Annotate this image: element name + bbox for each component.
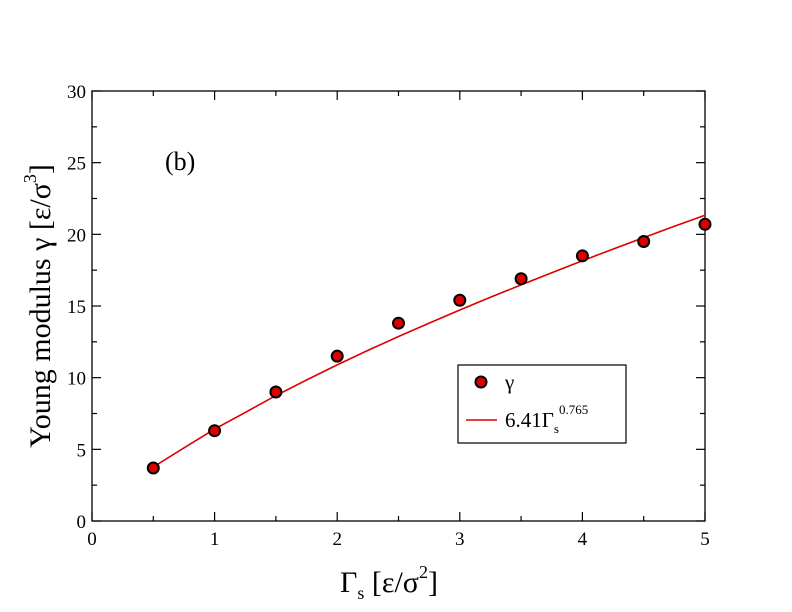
legend-fit-sup: 0.765 — [559, 402, 588, 417]
x-title-sup: 2 — [419, 562, 428, 582]
x-tick-label: 0 — [87, 529, 97, 550]
axis-ticks — [91, 90, 706, 522]
axis-tick-labels: 0 1 2 3 4 5 0 5 10 15 20 25 30 — [67, 82, 710, 550]
legend: γ 6.41Γs0.765 — [457, 364, 627, 444]
data-point — [575, 249, 589, 263]
legend-marker-gamma — [474, 375, 488, 389]
y-tick-label: 30 — [67, 82, 86, 103]
y-title-sup: 3 — [20, 174, 40, 183]
y-title-close: ] — [24, 164, 57, 174]
x-title-open: [ε/σ — [364, 566, 419, 599]
x-tick-label: 2 — [332, 529, 342, 550]
x-tick-label: 1 — [210, 529, 220, 550]
y-tick-label: 25 — [67, 154, 86, 175]
x-tick-label: 3 — [455, 529, 465, 550]
data-points-layer — [146, 217, 712, 475]
y-tick-label: 5 — [77, 440, 87, 461]
data-point — [208, 424, 222, 438]
x-tick-label: 4 — [578, 529, 588, 550]
data-point — [269, 385, 283, 399]
y-axis-title: Young modulus γ [ε/σ3] — [20, 164, 57, 448]
y-tick-label: 10 — [67, 369, 86, 390]
x-tick-label: 5 — [700, 529, 710, 550]
legend-fit-sub: s — [554, 421, 559, 436]
y-tick-label: 20 — [67, 225, 86, 246]
y-tick-label: 15 — [67, 297, 86, 318]
panel-label: (b) — [165, 147, 195, 176]
data-point — [514, 272, 528, 286]
data-point — [392, 316, 405, 330]
x-title-close: ] — [428, 566, 438, 599]
x-title-sub: s — [357, 583, 364, 603]
data-point — [146, 461, 160, 475]
data-point — [453, 293, 467, 307]
fit-line-layer — [152, 214, 706, 468]
fit-line — [152, 214, 706, 468]
legend-box — [457, 364, 627, 444]
legend-fit-coef: 6.41Γ — [505, 408, 554, 432]
y-title-main: Young modulus γ [ε/σ — [24, 183, 57, 448]
y-tick-label: 0 — [77, 512, 87, 533]
data-point — [637, 235, 651, 248]
data-point — [330, 349, 344, 363]
legend-label-gamma: γ — [504, 370, 514, 394]
data-point — [698, 217, 712, 231]
x-axis-title: Γs [ε/σ2] — [340, 562, 438, 603]
legend-label-fit: 6.41Γs0.765 — [505, 402, 588, 436]
x-title-symbol: Γ — [340, 566, 357, 599]
